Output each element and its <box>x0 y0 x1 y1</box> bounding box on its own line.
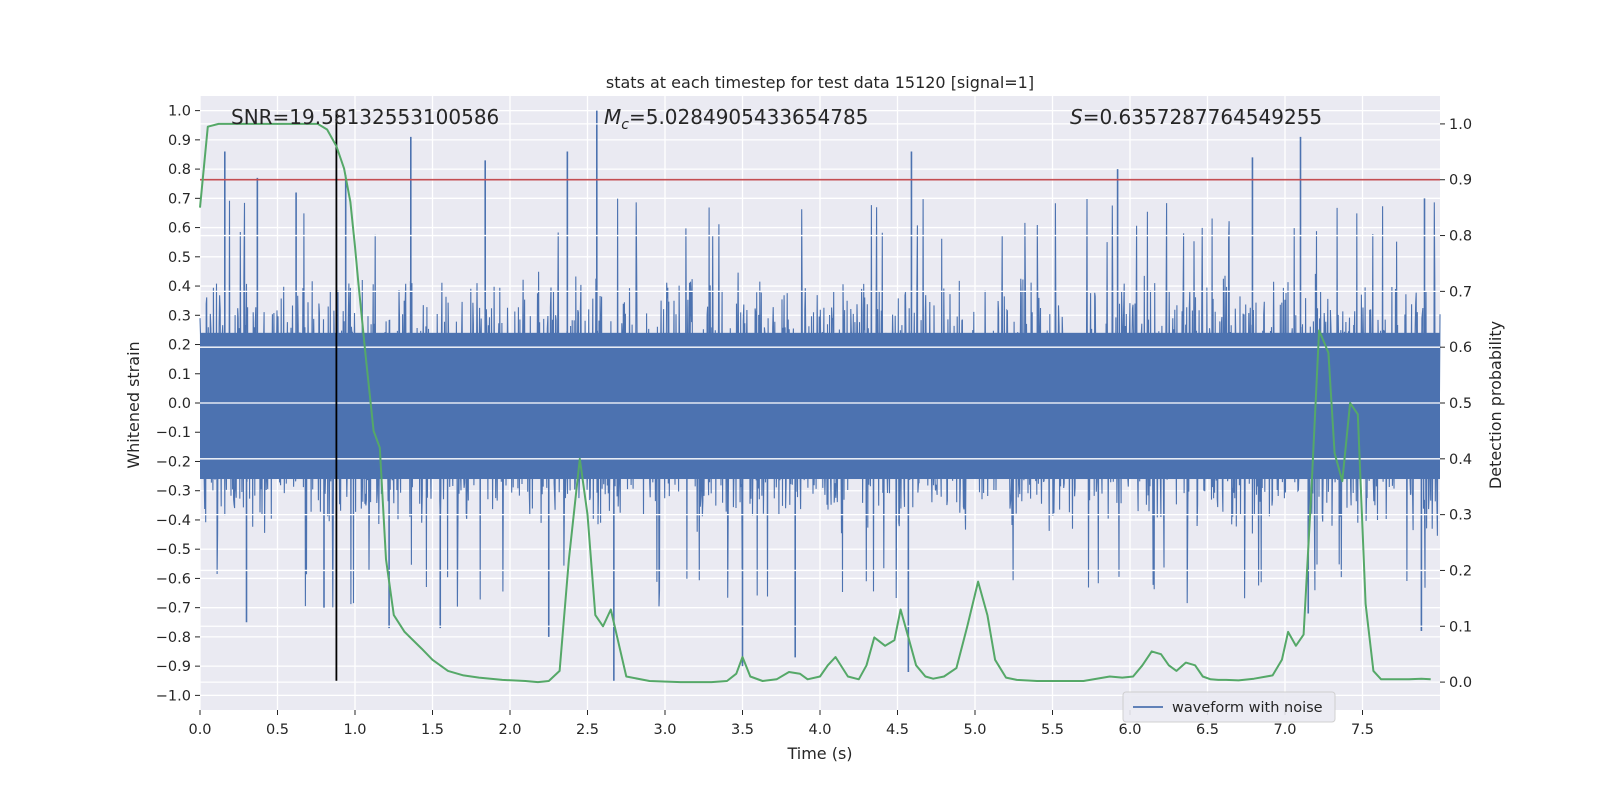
y-tick-label: 0.9 <box>168 133 191 149</box>
mc-symbol: M <box>604 105 621 129</box>
x-tick-label: 3.0 <box>653 722 676 738</box>
y-tick-label: 0.0 <box>168 396 191 412</box>
y2-tick-label: 0.6 <box>1449 340 1472 356</box>
axes: 0.0 0.5 1.0 1.5 2.0 2.5 3.0 3.5 4.0 4.5 5.0 5.5 6.0 6… <box>156 104 1472 738</box>
y-tick-label: 0.3 <box>168 308 191 324</box>
chart-title: stats at each timestep for test data 151… <box>606 73 1034 92</box>
y2-tick-label: 0.4 <box>1449 452 1472 468</box>
mc-value: =5.0284905433654785 <box>629 105 868 129</box>
x-tick-label: 7.5 <box>1351 722 1374 738</box>
x-tick-label: 6.0 <box>1118 722 1141 738</box>
y2-axis-label: Detection probability <box>1486 321 1505 489</box>
x-tick-label: 5.0 <box>963 722 986 738</box>
y2-tick-label: 1.0 <box>1449 117 1472 133</box>
detection-probability-line <box>199 122 1431 684</box>
s-value: =0.6357287764549255 <box>1083 105 1322 129</box>
y-tick-label: 0.7 <box>168 191 191 207</box>
x-tick-label: 3.5 <box>731 722 754 738</box>
y2-tick-label: 0.5 <box>1449 396 1472 412</box>
legend: waveform with noise <box>1122 691 1336 723</box>
y2-tick-label: 0.9 <box>1449 173 1472 189</box>
x-tick-label: 1.0 <box>343 722 366 738</box>
waveform-core <box>200 332 1440 480</box>
y2-tick-label: 0.7 <box>1449 284 1472 300</box>
y-tick-label: −0.4 <box>156 513 191 529</box>
chirp-mass-annotation: Mc=5.0284905433654785 <box>604 105 868 133</box>
y-tick-label: −0.7 <box>156 601 191 617</box>
x-tick-label: 0.5 <box>266 722 289 738</box>
y2-tick-label: 0.2 <box>1449 563 1472 579</box>
y-tick-label: 0.6 <box>168 221 191 237</box>
y-tick-label: −0.8 <box>156 630 191 646</box>
snr-annotation: SNR=19.58132553100586 <box>231 105 499 129</box>
y-tick-label: −0.3 <box>156 484 191 500</box>
y-axis-label: Whitened strain <box>124 341 143 468</box>
mc-subscript: c <box>621 117 629 133</box>
y2-tick-label: 0.0 <box>1449 675 1472 691</box>
y-tick-label: 0.1 <box>168 367 191 383</box>
y-tick-label: −0.6 <box>156 571 191 587</box>
s-annotation: S=0.6357287764549255 <box>1070 105 1322 129</box>
y-tick-label: −0.1 <box>156 425 191 441</box>
legend-label: waveform with noise <box>1172 700 1323 716</box>
y2-tick-label: 0.8 <box>1449 229 1472 245</box>
legend-box <box>1122 691 1336 723</box>
y-tick-label: −0.9 <box>156 659 191 675</box>
x-tick-label: 7.0 <box>1273 722 1296 738</box>
overlay <box>199 110 1440 684</box>
y-tick-label: 1.0 <box>168 104 191 120</box>
x-tick-label: 4.0 <box>808 722 831 738</box>
x-tick-label: 4.5 <box>886 722 909 738</box>
x-tick-label: 1.5 <box>421 722 444 738</box>
y-tick-label: 0.2 <box>168 338 191 354</box>
x-axis-label: Time (s) <box>786 744 852 763</box>
x-tick-label: 2.5 <box>576 722 599 738</box>
y-tick-label: 0.5 <box>168 250 191 266</box>
x-tick-label: 0.0 <box>188 722 211 738</box>
x-tick-label: 2.0 <box>498 722 521 738</box>
y2-tick-label: 0.3 <box>1449 508 1472 524</box>
s-symbol: S <box>1070 105 1083 129</box>
y2-tick-label: 0.1 <box>1449 619 1472 635</box>
x-tick-label: 6.5 <box>1196 722 1219 738</box>
y-tick-label: 0.4 <box>168 279 191 295</box>
y-tick-label: 0.8 <box>168 162 191 178</box>
waveform-series <box>199 110 1441 681</box>
y-tick-label: −0.2 <box>156 454 191 470</box>
y-tick-label: −1.0 <box>156 688 191 704</box>
y-tick-label: −0.5 <box>156 542 191 558</box>
x-tick-label: 5.5 <box>1041 722 1064 738</box>
